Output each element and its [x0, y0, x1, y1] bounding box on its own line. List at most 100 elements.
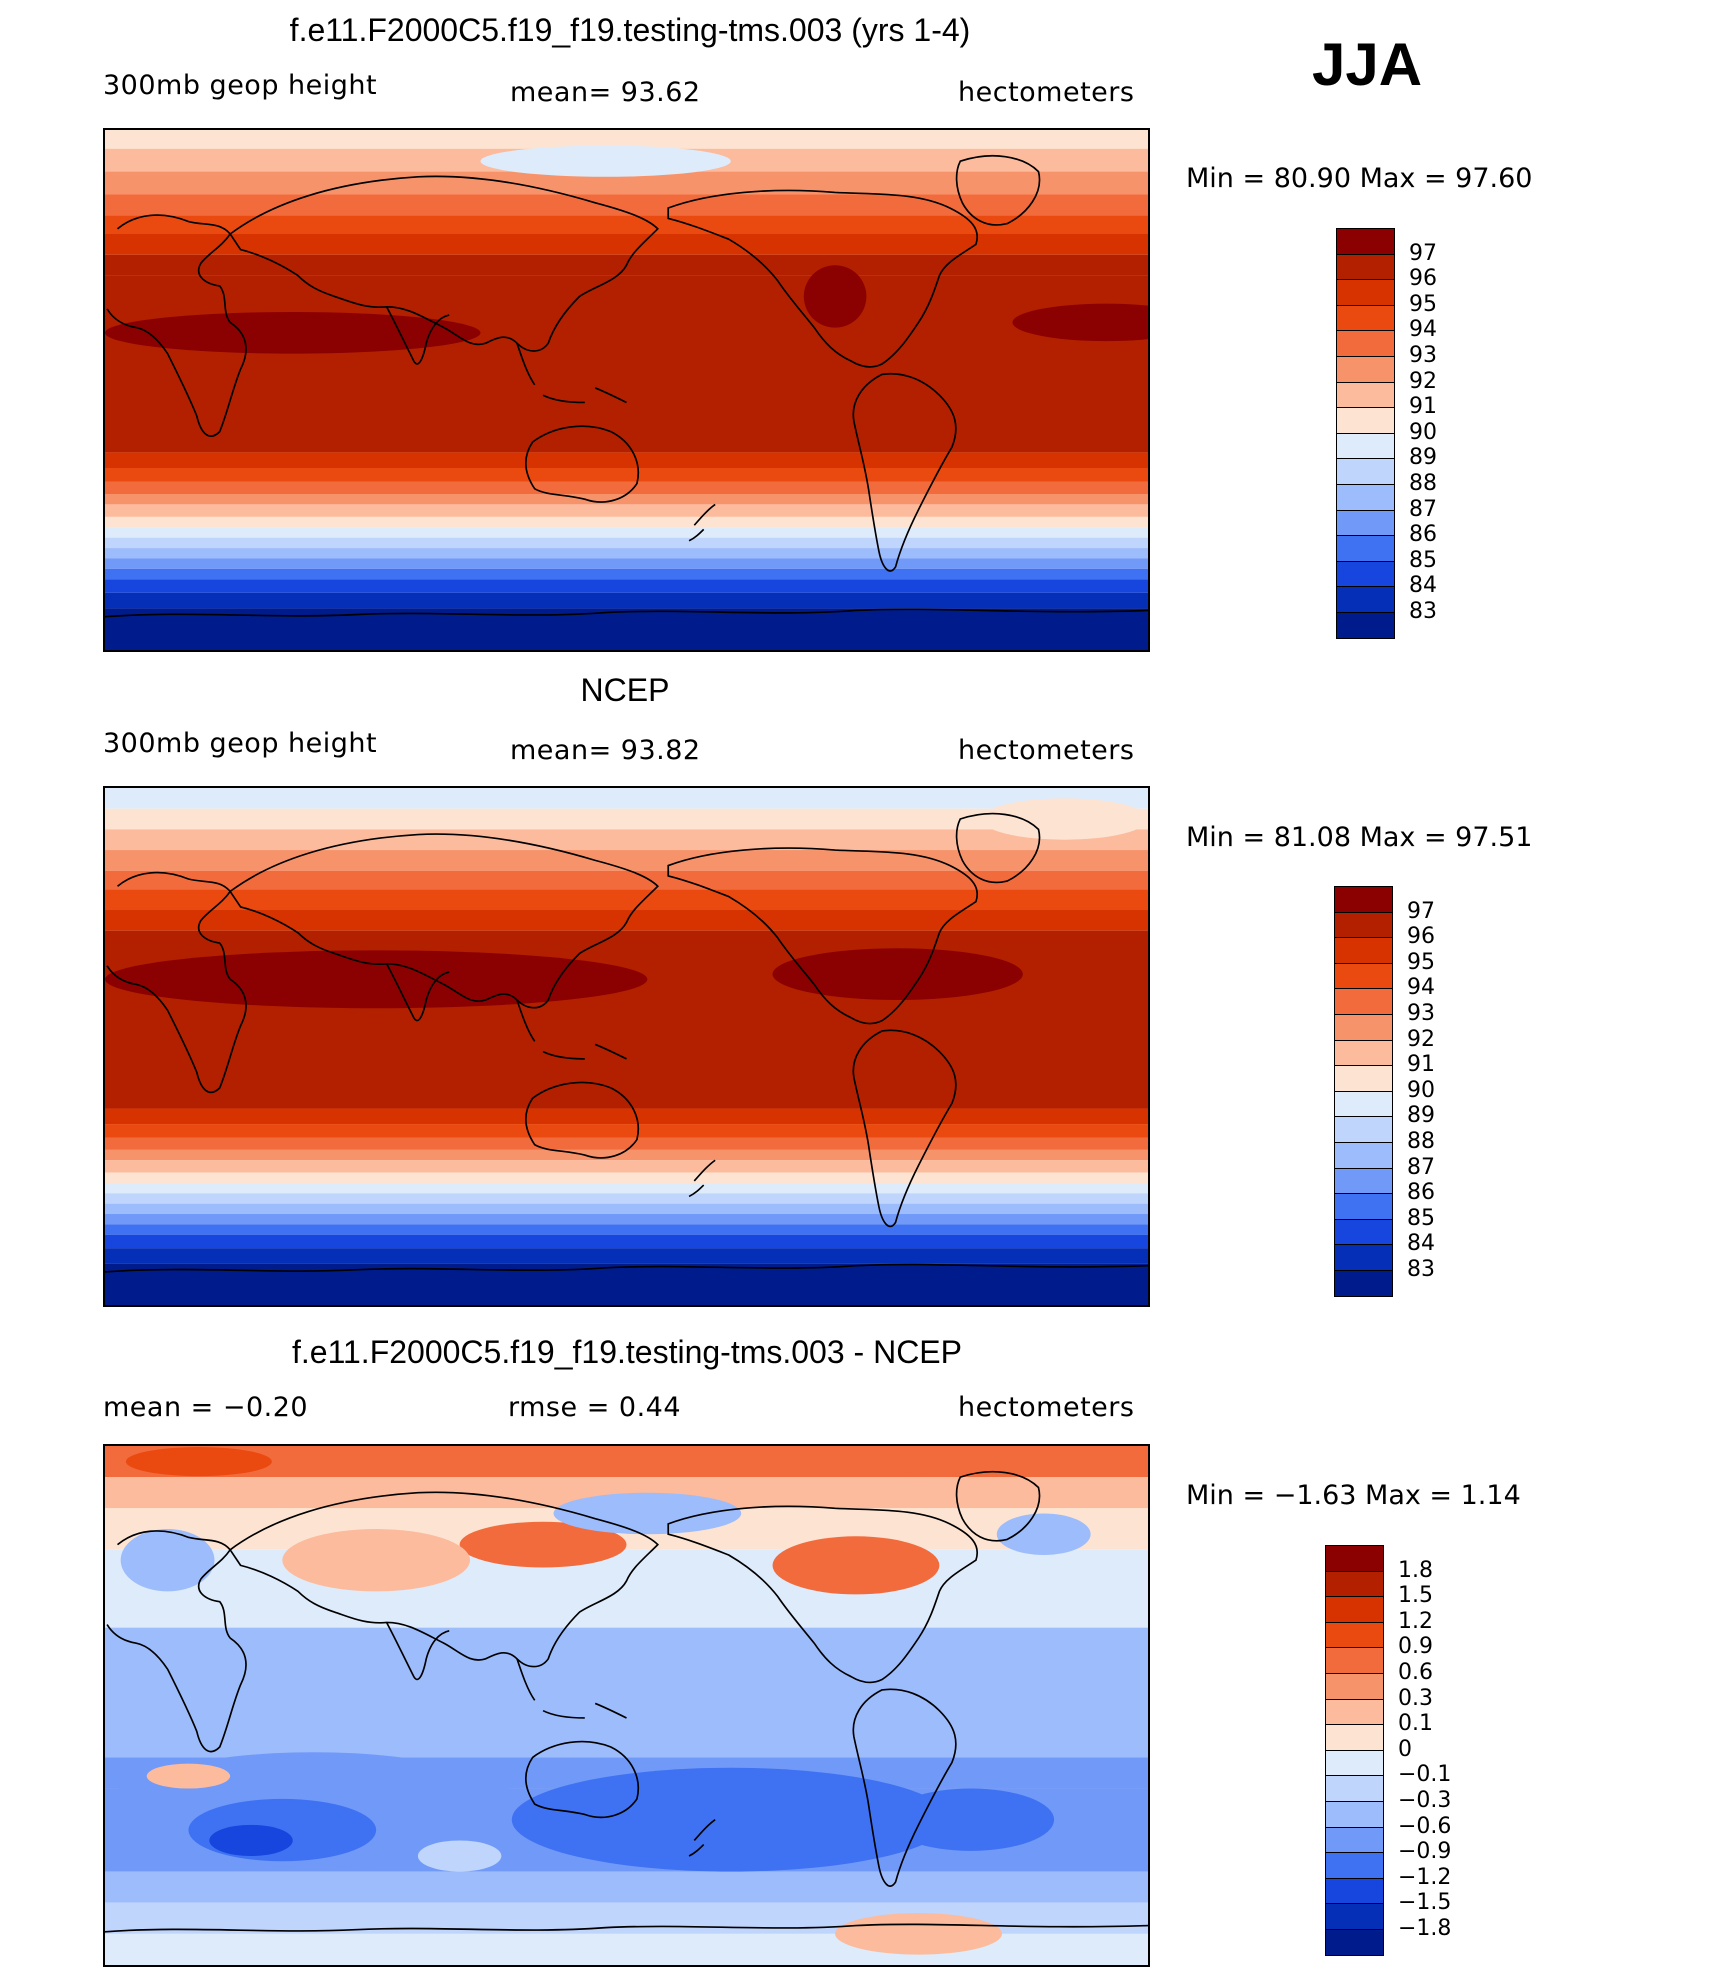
absolute-tick-label: 93	[1407, 1001, 1435, 1026]
absolute-tick-label: 91	[1409, 394, 1437, 420]
contour-band	[105, 130, 1148, 149]
contour-blob	[803, 265, 867, 328]
difference-swatch	[1325, 1826, 1384, 1854]
absolute-swatch	[1336, 612, 1395, 639]
coastline	[385, 306, 450, 365]
panel2-mean-label: mean= 93.82	[510, 735, 701, 766]
coastline	[385, 1622, 450, 1681]
absolute-tick-label: 90	[1409, 419, 1437, 445]
difference-tick-label: −1.2	[1398, 1864, 1452, 1890]
contour-blob	[120, 1529, 215, 1592]
contour-blob	[105, 312, 481, 354]
difference-tick-label: 1.8	[1398, 1557, 1433, 1583]
absolute-swatch	[1334, 1065, 1393, 1092]
contour-band	[105, 215, 1148, 234]
contour-blob	[480, 145, 731, 177]
difference-tick-label: −1.5	[1398, 1890, 1452, 1916]
absolute-swatch	[1334, 1167, 1393, 1195]
absolute-swatch	[1334, 937, 1393, 964]
contour-band	[105, 468, 1148, 482]
absolute-tick-label: 97	[1409, 240, 1437, 266]
coastline	[667, 1505, 978, 1684]
difference-swatch	[1325, 1775, 1384, 1802]
contour-band	[105, 1182, 1148, 1194]
contour-blob	[772, 1536, 940, 1595]
coastline	[525, 1081, 639, 1159]
contour-band	[105, 234, 1148, 255]
difference-tick-label: −0.3	[1398, 1788, 1452, 1813]
panel3-minmax: Min = −1.63 Max = 1.14	[1186, 1480, 1521, 1511]
contour-band	[105, 579, 1148, 593]
contour-blob	[105, 950, 648, 1009]
absolute-swatch	[1334, 1142, 1393, 1169]
contour-band	[105, 568, 1148, 580]
absolute-tick-label: 84	[1409, 573, 1437, 599]
absolute-tick-label: 84	[1407, 1231, 1435, 1257]
contour-band	[105, 1627, 1148, 1758]
contour-band	[105, 1224, 1148, 1235]
coastline	[955, 1470, 1041, 1542]
contour-band	[105, 527, 1148, 538]
coastline	[385, 963, 450, 1022]
contour-blob	[188, 1798, 377, 1862]
contour-blob	[835, 1913, 1002, 1955]
absolute-swatch	[1334, 1244, 1393, 1271]
contour-blob	[511, 1767, 950, 1872]
difference-swatch	[1325, 1621, 1384, 1649]
panel2-field-label: 300mb geop height	[103, 728, 378, 759]
difference-tick-label: 0.9	[1398, 1634, 1433, 1660]
coastline	[229, 1491, 659, 1668]
absolute-swatch	[1334, 1090, 1393, 1118]
difference-swatch	[1325, 1877, 1384, 1905]
coastline	[106, 214, 247, 437]
absolute-swatch	[1336, 228, 1395, 255]
absolute-tick-label: 83	[1407, 1257, 1435, 1282]
panel1-field-label: 300mb geop height	[103, 70, 378, 101]
absolute-swatch	[1336, 560, 1395, 588]
difference-tick-label: 0.3	[1398, 1685, 1433, 1711]
contour-band	[105, 481, 1148, 494]
absolute-tick-label: 94	[1407, 975, 1435, 1001]
difference-swatch	[1325, 1570, 1384, 1598]
absolute-tick-label: 95	[1409, 291, 1437, 317]
contour-band	[105, 808, 1148, 830]
absolute-swatch	[1334, 1116, 1393, 1143]
panel1-units-label: hectometers	[958, 77, 1135, 108]
coastline	[106, 871, 247, 1094]
contour-band	[105, 548, 1148, 559]
contour-blob	[282, 1529, 471, 1592]
contour-blob	[459, 1521, 627, 1568]
coastline	[516, 999, 627, 1060]
contour-band	[105, 504, 1148, 517]
absolute-tick-label: 96	[1409, 266, 1437, 292]
absolute-swatch	[1334, 962, 1393, 990]
contour-blob	[981, 798, 1148, 840]
contour-band	[105, 1549, 1148, 1628]
panel1-mean-label: mean= 93.62	[510, 77, 701, 108]
contour-band	[105, 494, 1148, 505]
contour-band	[105, 889, 1148, 911]
absolute-tick-label: 87	[1409, 496, 1437, 522]
contour-band	[105, 1193, 1148, 1204]
coastline	[667, 847, 978, 1025]
difference-swatch	[1325, 1545, 1384, 1572]
contour-band	[105, 1124, 1148, 1138]
absolute-swatch	[1336, 535, 1395, 562]
coastline	[955, 812, 1041, 884]
coastline	[688, 1819, 716, 1857]
absolute-tick-label: 83	[1409, 599, 1437, 624]
difference-swatch	[1325, 1903, 1384, 1930]
absolute-tick-label: 85	[1407, 1205, 1435, 1231]
difference-tick-label: −0.1	[1398, 1762, 1452, 1788]
coastline	[516, 342, 627, 404]
contour-band	[105, 1149, 1148, 1161]
contour-band	[105, 275, 1148, 453]
contour-band	[105, 910, 1148, 931]
panel2-contour-field	[105, 788, 1148, 1305]
difference-tick-label: 0	[1398, 1736, 1412, 1762]
coastline	[105, 608, 1148, 618]
absolute-swatch	[1334, 1218, 1393, 1246]
absolute-tick-label: 88	[1407, 1129, 1435, 1154]
difference-swatch	[1325, 1673, 1384, 1700]
coastline	[852, 1688, 957, 1887]
